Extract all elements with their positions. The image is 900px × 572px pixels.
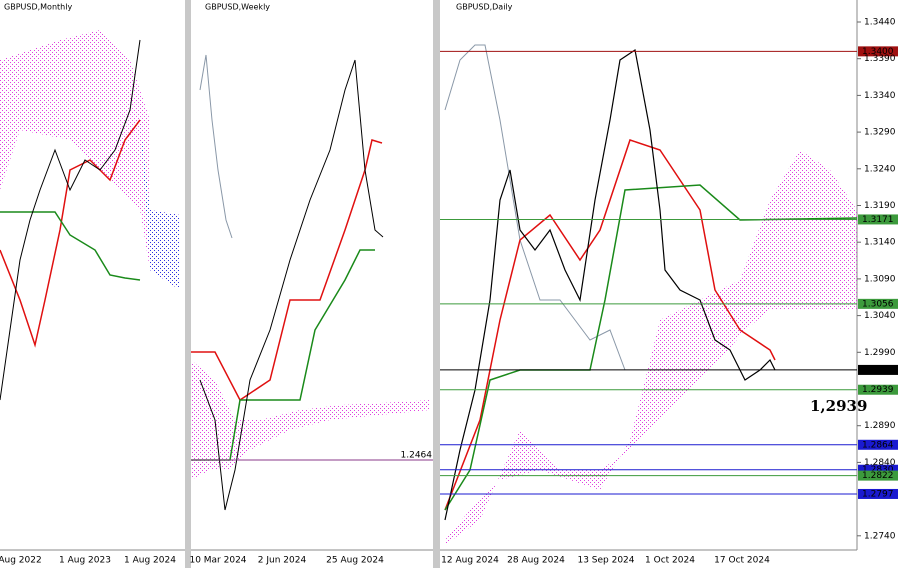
price-tick: 1.3190 — [864, 201, 896, 211]
x-label: 13 Sep 2024 — [577, 556, 634, 566]
level-label: 1.2797 — [862, 489, 894, 499]
x-label: 1 Aug 2023 — [59, 556, 111, 566]
level-label: 1.3400 — [862, 47, 894, 57]
level-label: 1.2864 — [862, 440, 894, 450]
price-tick: 1.3240 — [864, 164, 896, 174]
level-badge — [858, 488, 898, 499]
x-label: 2 Jun 2024 — [258, 556, 307, 566]
monthly-plot — [0, 30, 180, 401]
level-label: 1.2830 — [862, 465, 894, 475]
x-label: 10 Mar 2024 — [189, 556, 246, 566]
level-label: 1.2966 — [862, 365, 894, 375]
price-tick: 1.3440 — [864, 18, 896, 28]
price-tick: 1.2840 — [864, 458, 896, 468]
price-tick: 1.3040 — [864, 311, 896, 321]
price-tick: 1.2890 — [864, 421, 896, 431]
price-tick: 1.3090 — [864, 274, 896, 284]
x-label: 1 Aug 2024 — [124, 556, 176, 566]
annotation: 1,2939 — [810, 397, 867, 415]
level-label: 1.3171 — [862, 215, 894, 225]
level-label: 1.3056 — [862, 299, 894, 309]
price-tick: 1.3390 — [864, 54, 896, 64]
weekly-plot — [191, 54, 430, 511]
price-tick: 1.3290 — [864, 128, 896, 138]
level-badge — [858, 464, 898, 475]
level-label: 1.2939 — [862, 385, 894, 395]
x-label: 25 Aug 2024 — [326, 556, 384, 566]
level-label: 1.2822 — [862, 471, 894, 481]
level-badge — [858, 384, 898, 395]
level-label: 1.2464 — [401, 451, 433, 461]
price-tick: 1.3140 — [864, 238, 896, 248]
x-label: 17 Oct 2024 — [714, 556, 770, 566]
levels: 1.3400 1.3171 1.3056 1.2966 1.2939 1.2864 1.28… — [440, 46, 898, 499]
panel-title: GBPUSD,Weekly — [205, 3, 270, 12]
panel-title: GBPUSD,Monthly — [4, 3, 72, 12]
price-tick: 1.2740 — [864, 531, 896, 541]
x-label: 28 Aug 2024 — [507, 556, 565, 566]
level-badge — [858, 46, 898, 57]
panel-title: GBPUSD,Daily — [456, 3, 513, 12]
x-label: 1 Oct 2024 — [645, 556, 695, 566]
price-tick: 1.2990 — [864, 348, 896, 358]
level-badge — [858, 439, 898, 450]
level-badge — [858, 214, 898, 225]
separator — [185, 0, 191, 568]
x-label: Aug 2022 — [0, 556, 42, 566]
level-badge — [858, 364, 898, 375]
price-tick: 1.3340 — [864, 91, 896, 101]
x-label: 12 Aug 2024 — [441, 556, 499, 566]
level-badge — [858, 470, 898, 481]
daily-plot — [444, 44, 858, 545]
separator — [433, 0, 440, 568]
level-badge — [858, 298, 898, 309]
